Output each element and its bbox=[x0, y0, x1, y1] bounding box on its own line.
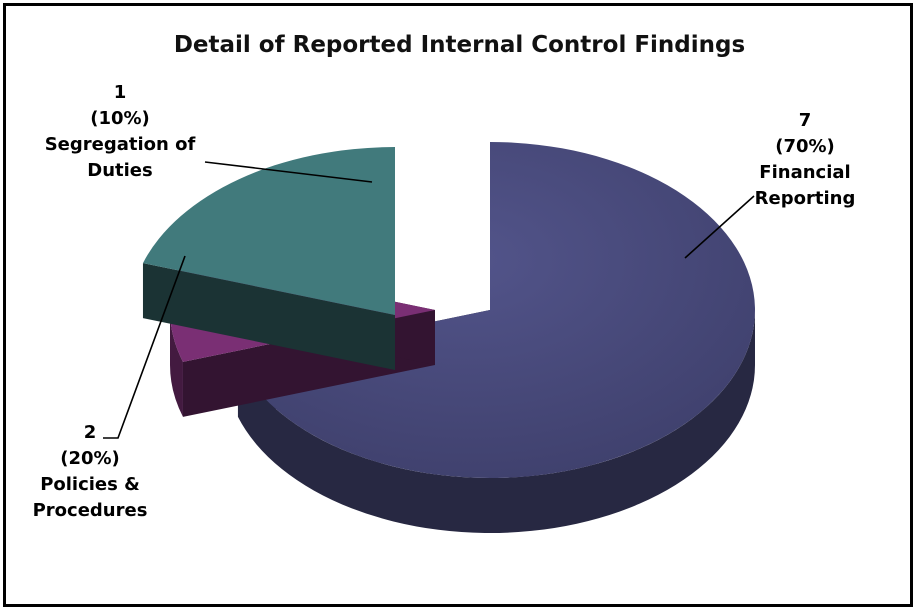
slice-value: 2 bbox=[83, 422, 97, 443]
data-label-financial-reporting: 7 (70%) Financial Reporting bbox=[730, 108, 880, 212]
leader-line-segregation-of-duties bbox=[204, 161, 373, 183]
slice-name-line2: Duties bbox=[87, 160, 153, 181]
slice-name-line1: Policies & bbox=[40, 474, 140, 495]
slice-value: 7 bbox=[798, 110, 812, 131]
slice-name-line1: Financial bbox=[759, 162, 851, 183]
slice-top bbox=[237, 142, 755, 478]
slice-top bbox=[142, 147, 395, 315]
slice-name-line2: Procedures bbox=[32, 500, 148, 521]
slice-value: 1 bbox=[113, 82, 127, 103]
data-label-policies-procedures: 2 (20%) Policies & Procedures bbox=[15, 420, 165, 524]
slice-rim bbox=[170, 310, 183, 417]
leader-line-financial-reporting bbox=[684, 195, 755, 259]
slice-side-wall bbox=[142, 263, 395, 370]
data-label-segregation-of-duties: 1 (10%) Segregation of Duties bbox=[20, 80, 220, 184]
pie-slice-policies-procedures bbox=[142, 147, 395, 370]
slice-name-line1: Segregation of bbox=[44, 134, 196, 155]
slice-percent: (70%) bbox=[775, 136, 835, 157]
slice-rim bbox=[237, 310, 755, 534]
leader-line-policies-procedures bbox=[103, 255, 186, 439]
chart-title: Detail of Reported Internal Control Find… bbox=[173, 32, 746, 58]
slice-percent: (20%) bbox=[60, 448, 120, 469]
slice-percent: (10%) bbox=[90, 108, 150, 129]
slice-name-line2: Reporting bbox=[754, 188, 856, 209]
